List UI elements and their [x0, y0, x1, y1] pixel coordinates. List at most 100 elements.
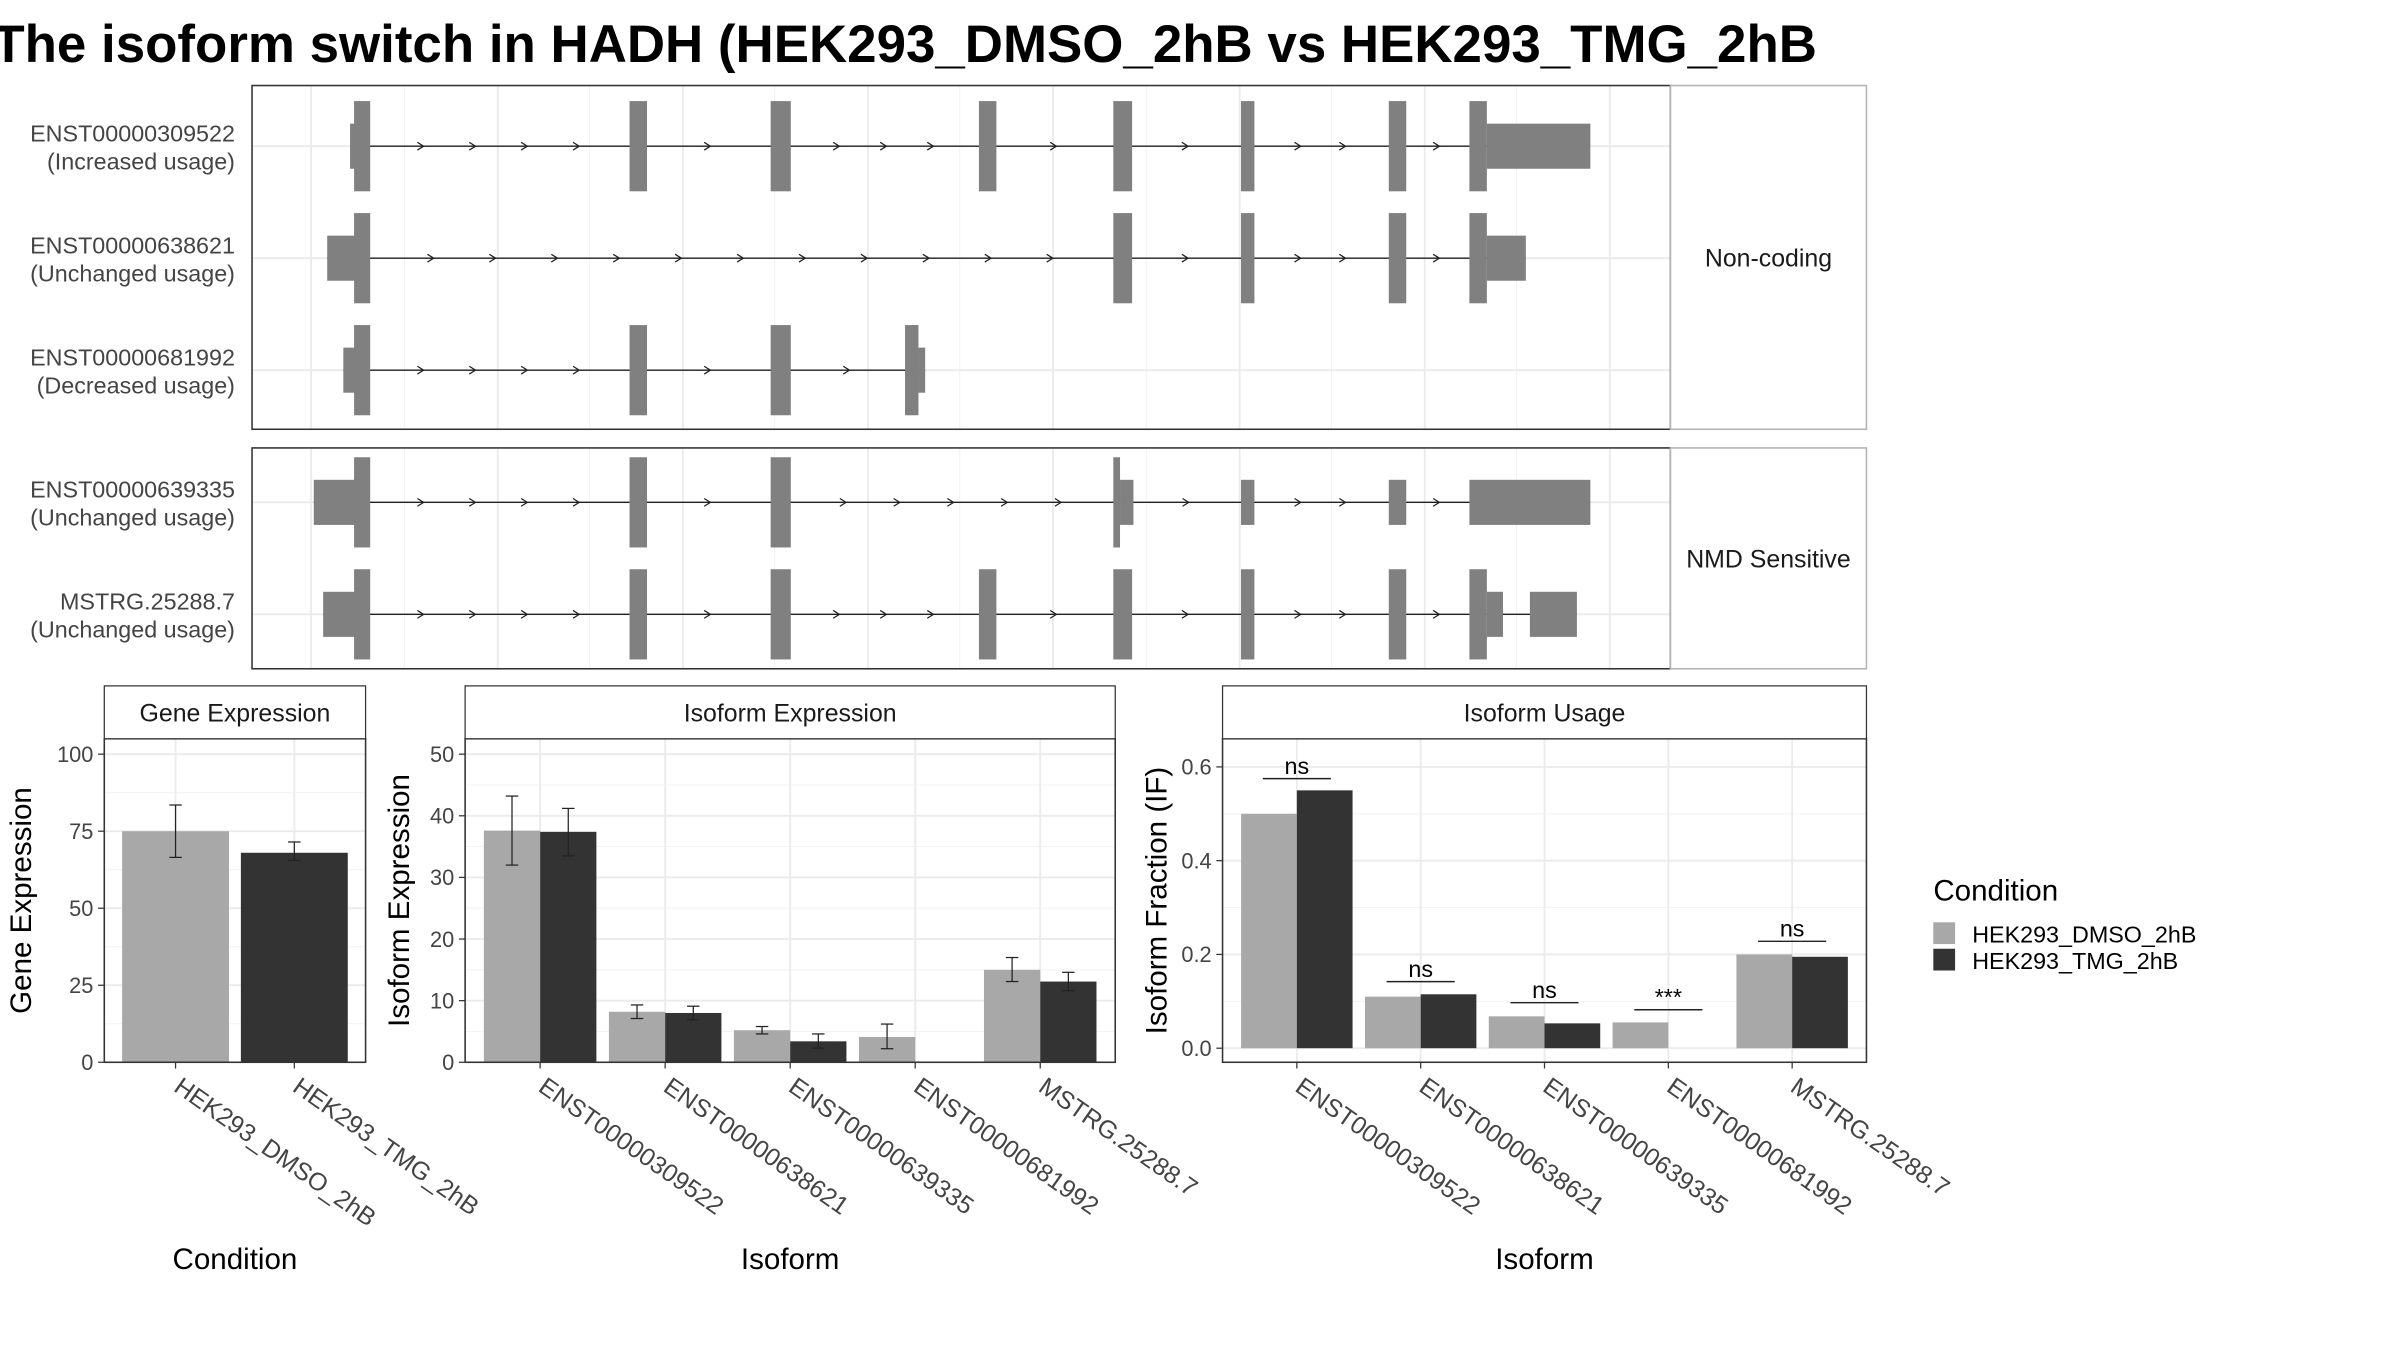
- strand-arrow: [926, 609, 935, 619]
- coding-exon: [770, 101, 791, 192]
- coding-exon: [354, 101, 371, 192]
- significance-label: ns: [1408, 956, 1433, 982]
- strand-arrow: [417, 609, 425, 619]
- x-axis-label: Isoform: [741, 1243, 840, 1276]
- bar: [1736, 954, 1793, 1049]
- transcript-id-label: ENST00000309522: [30, 121, 235, 147]
- strand-arrow: [520, 609, 529, 619]
- strand-arrow: [417, 497, 425, 507]
- utr-exon: [1388, 479, 1407, 525]
- transcript-panel-1: ENST00000639335(Unchanged usage)MSTRG.25…: [30, 447, 1868, 670]
- facet-strip-label: Non-coding: [1705, 245, 1832, 273]
- utr-exon: [918, 347, 926, 393]
- bar: [1040, 981, 1097, 1063]
- significance-label: ns: [1780, 916, 1805, 942]
- coding-exon: [770, 457, 791, 548]
- strand-arrow: [832, 141, 841, 151]
- panel-title: Isoform Expression: [684, 700, 897, 728]
- coding-exon: [354, 325, 371, 416]
- strand-arrow: [842, 365, 851, 375]
- strand-arrow: [832, 609, 841, 619]
- strand-arrow: [417, 141, 425, 151]
- y-tick-label: 100: [57, 742, 93, 767]
- y-tick-label: 10: [430, 988, 454, 1013]
- bar: [1364, 996, 1421, 1049]
- bar: [1612, 1022, 1669, 1049]
- bar: [983, 969, 1041, 1063]
- strand-arrow: [468, 141, 477, 151]
- legend-title: Condition: [1933, 875, 2058, 908]
- strand-arrow: [468, 365, 477, 375]
- coding-exon: [1388, 101, 1407, 192]
- y-tick-label: 0.6: [1181, 755, 1211, 780]
- y-axis-label: Isoform Expression: [383, 774, 416, 1027]
- strand-arrow: [468, 609, 477, 619]
- y-tick-label: 0.2: [1181, 942, 1211, 967]
- strand-arrow: [984, 253, 993, 263]
- strand-arrow: [1432, 609, 1441, 619]
- x-tick-label: HEK293_DMSO_2hB: [169, 1072, 381, 1232]
- bar: [665, 1012, 722, 1063]
- strand-arrow: [1181, 141, 1190, 151]
- coding-exon: [770, 325, 791, 416]
- coding-exon: [905, 325, 919, 416]
- strand-arrow: [1049, 609, 1058, 619]
- transcript-id-label: ENST00000639335: [30, 477, 235, 503]
- coding-exon: [770, 569, 791, 660]
- legend-label-tmg: HEK293_TMG_2hB: [1972, 948, 2178, 974]
- facet-strip: [1221, 685, 1868, 740]
- coding-exon: [1469, 213, 1487, 304]
- strand-arrow: [489, 253, 497, 263]
- transcript-structure-panels: ENST00000309522(Increased usage) ENST0000…: [30, 84, 1868, 670]
- strand-arrow: [1000, 497, 1009, 507]
- bar: [1241, 813, 1297, 1049]
- strand-arrow: [839, 497, 848, 507]
- strand-arrow: [1432, 497, 1441, 507]
- strand-arrow: [1338, 253, 1347, 263]
- coding-exon: [1240, 569, 1255, 660]
- coding-exon: [354, 457, 371, 548]
- bar: [240, 852, 348, 1063]
- legend-swatch-tmg: [1933, 948, 1956, 971]
- coding-exon: [1113, 213, 1133, 304]
- y-tick-label: 40: [430, 804, 454, 829]
- bar: [540, 831, 597, 1063]
- significance-label: ns: [1285, 753, 1310, 779]
- strand-arrow: [798, 253, 807, 263]
- panel-title: Gene Expression: [140, 700, 331, 728]
- bar: [1792, 956, 1848, 1049]
- coding-exon: [629, 101, 648, 192]
- strand-arrow: [736, 253, 745, 263]
- transcript-usage-label: (Unchanged usage): [30, 505, 235, 531]
- strand-arrow: [520, 141, 529, 151]
- bar-panel-1: 01020304050ENST00000309522ENST0000063862…: [383, 685, 1203, 1276]
- strand-arrow: [674, 253, 683, 263]
- y-tick-label: 0: [81, 1050, 93, 1075]
- strand-arrow: [468, 497, 477, 507]
- coding-exon: [1469, 569, 1487, 660]
- bar: [608, 1011, 666, 1063]
- panel-title: Isoform Usage: [1464, 700, 1626, 728]
- strand-arrow: [1338, 141, 1347, 151]
- utr-exon: [1486, 123, 1591, 169]
- y-axis-label: Isoform Fraction (IF): [1141, 767, 1174, 1035]
- bar-chart-panels: 0255075100HEK293_DMSO_2hBHEK293_TMG_2hBG…: [5, 685, 1955, 1276]
- utr-exon: [313, 479, 357, 525]
- y-tick-label: 50: [430, 742, 454, 767]
- strand-arrow: [703, 365, 712, 375]
- transcript-usage-label: (Unchanged usage): [30, 617, 235, 643]
- coding-exon: [629, 457, 648, 548]
- strand-arrow: [1181, 253, 1190, 263]
- y-tick-label: 75: [69, 819, 93, 844]
- coding-exon: [1240, 213, 1255, 304]
- y-tick-label: 0: [442, 1050, 454, 1075]
- coding-exon: [354, 213, 371, 304]
- bar: [733, 1030, 791, 1063]
- strand-arrow: [427, 253, 435, 263]
- strand-arrow: [703, 609, 712, 619]
- coding-exon: [1388, 569, 1407, 660]
- strand-arrow: [703, 497, 712, 507]
- y-tick-label: 0.4: [1181, 848, 1211, 873]
